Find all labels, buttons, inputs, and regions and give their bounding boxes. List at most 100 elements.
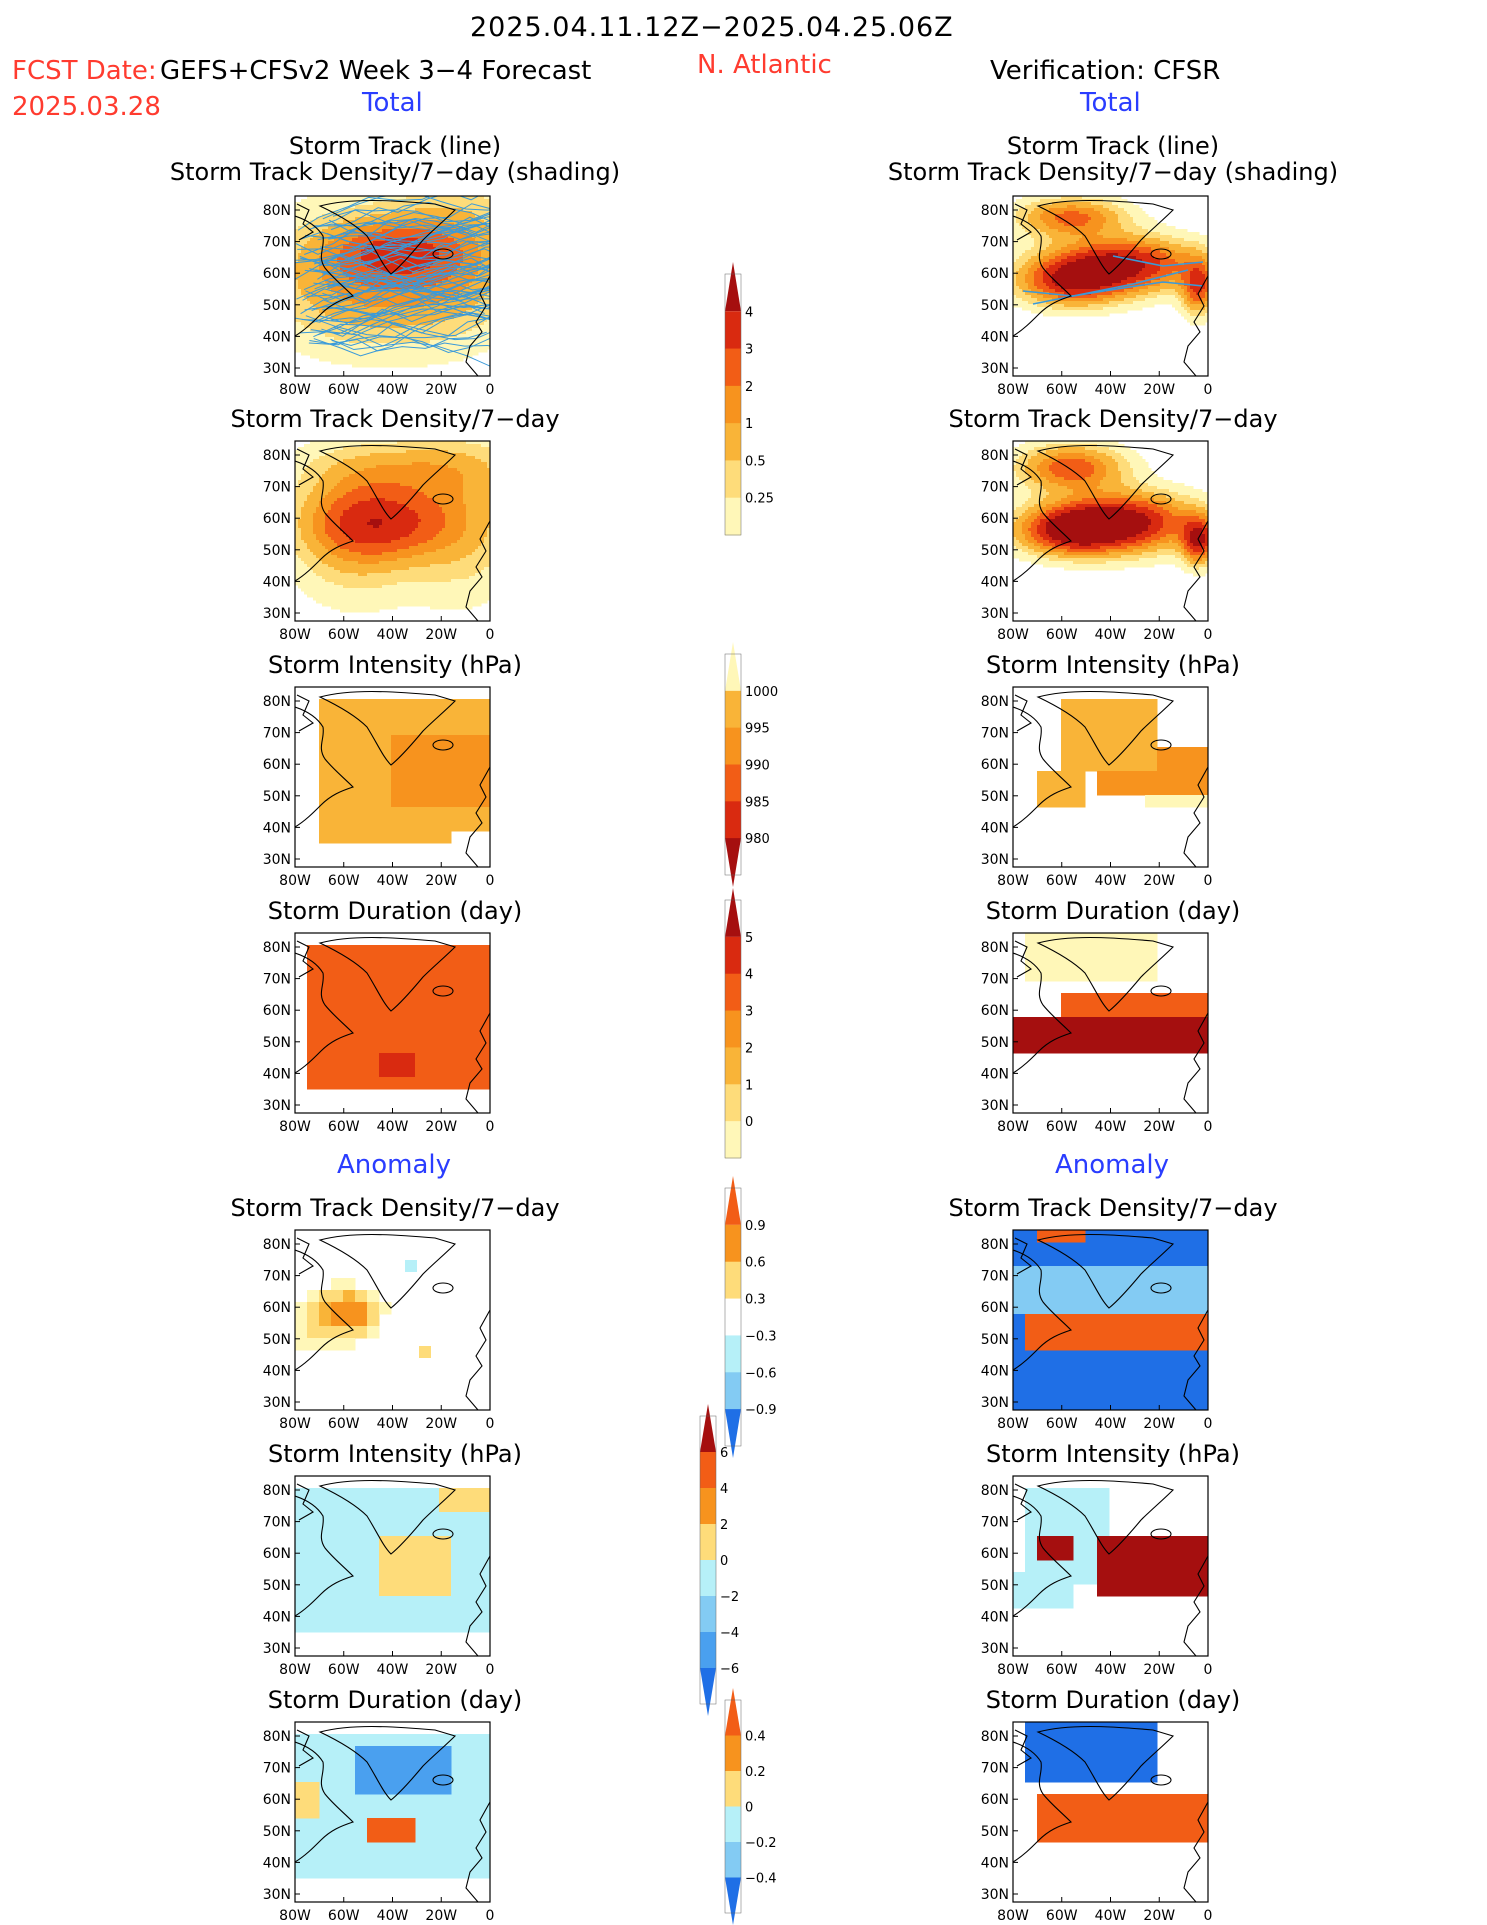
field-cell [415, 214, 419, 218]
field-cell [1064, 259, 1068, 263]
field-cell [1082, 265, 1086, 269]
field-cell [343, 265, 347, 269]
field-cell [409, 361, 413, 365]
field-cell [1061, 280, 1065, 284]
field-cell [1106, 304, 1110, 308]
field-cell [409, 268, 413, 272]
field-cell [1040, 196, 1044, 200]
field-cell [1070, 265, 1074, 269]
field-cell [385, 205, 389, 209]
field-cell [385, 304, 389, 308]
field-cell [1094, 244, 1098, 248]
field-cell [388, 232, 392, 236]
field-cell [1058, 310, 1062, 314]
field-cell [475, 253, 479, 257]
field-cell [313, 277, 317, 281]
field-cell [325, 340, 329, 344]
field-cell [1094, 259, 1098, 263]
field-cell [388, 295, 392, 299]
field-cell [421, 334, 425, 338]
field-cell [424, 211, 428, 215]
field-cell [325, 202, 329, 206]
field-cell [346, 247, 350, 251]
field-cell [1085, 280, 1089, 284]
field-cell [400, 361, 404, 365]
field-cell [325, 253, 329, 257]
field-cell [1073, 232, 1077, 236]
field-cell [361, 265, 365, 269]
field-cell [346, 277, 350, 281]
field-cell [382, 232, 386, 236]
field-cell [1058, 271, 1062, 275]
field-cell [385, 250, 389, 254]
field-cell [439, 307, 443, 311]
field-cell [1088, 301, 1092, 305]
field-cell [1094, 202, 1098, 206]
field-cell [1067, 271, 1071, 275]
field-cell [1064, 304, 1068, 308]
field-cell [1109, 211, 1113, 215]
field-cell [370, 343, 374, 347]
field-cell [1046, 232, 1050, 236]
field-cell [334, 298, 338, 302]
field-cell [397, 358, 401, 362]
field-cell [349, 220, 353, 224]
field-cell [361, 217, 365, 221]
field-cell [1076, 217, 1080, 221]
field-cell [430, 298, 434, 302]
field-cell [400, 352, 404, 356]
field-cell [295, 214, 299, 218]
field-cell [421, 268, 425, 272]
field-cell [325, 199, 329, 203]
field-cell [1070, 229, 1074, 233]
field-cell [1103, 232, 1107, 236]
field-cell [433, 280, 437, 284]
field-cell [382, 340, 386, 344]
field-cell [487, 319, 490, 323]
field-cell [376, 241, 380, 245]
field-cell [322, 253, 326, 257]
field-cell [322, 196, 326, 200]
field-cell [319, 238, 323, 242]
field-cell [295, 223, 299, 227]
field-cell [319, 283, 323, 287]
field-cell [448, 328, 452, 332]
field-cell [1109, 241, 1113, 245]
field-cell [1100, 229, 1104, 233]
field-cell [1094, 205, 1098, 209]
field-cell [385, 295, 389, 299]
field-cell [442, 328, 446, 332]
field-cell [1073, 286, 1077, 290]
field-cell [406, 214, 410, 218]
field-cell [1025, 277, 1029, 281]
field-cell [343, 331, 347, 335]
field-cell [331, 238, 335, 242]
field-cell [319, 334, 323, 338]
field-cell [469, 286, 473, 290]
field-cell [1055, 247, 1059, 251]
field-cell [1016, 289, 1020, 293]
field-cell [1016, 298, 1020, 302]
field-cell [1028, 265, 1032, 269]
field-cell [391, 325, 395, 329]
field-cell [418, 307, 422, 311]
field-cell [358, 361, 362, 365]
field-cell [445, 307, 449, 311]
field-cell [385, 352, 389, 356]
field-cell [1025, 268, 1029, 272]
field-cell [1040, 202, 1044, 206]
field-cell [439, 358, 443, 362]
field-cell [1088, 232, 1092, 236]
field-cell [445, 310, 449, 314]
field-cell [1034, 274, 1038, 278]
field-cell [1025, 217, 1029, 221]
field-cell [379, 316, 383, 320]
field-cell [484, 199, 488, 203]
field-cell [1100, 250, 1104, 254]
field-cell [397, 298, 401, 302]
field-cell [1037, 268, 1041, 272]
total-label-left: Total [362, 88, 423, 118]
field-cell [433, 220, 437, 224]
field-cell [1073, 205, 1077, 209]
field-cell [325, 247, 329, 251]
